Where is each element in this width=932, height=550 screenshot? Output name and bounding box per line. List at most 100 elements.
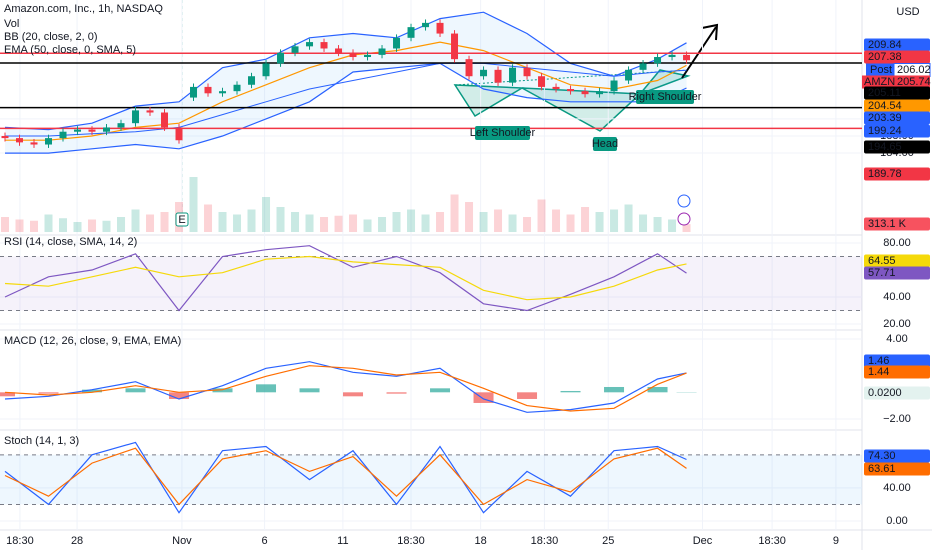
legend-text: Stoch (14, 1, 3)	[4, 435, 79, 447]
legend-text: EMA (50, close, 0, SMA, 5)	[4, 44, 136, 56]
histogram-bar	[517, 392, 538, 399]
price-label: 203.39	[868, 112, 902, 124]
volume-bar	[508, 214, 517, 232]
candle-body	[30, 142, 38, 145]
price-label: 199.24	[868, 125, 902, 137]
price-label-bg	[864, 386, 930, 400]
histogram-bar	[38, 392, 59, 394]
price-label-bg	[864, 167, 930, 181]
price-label: 204.54	[868, 100, 902, 112]
price-label: 189.78	[868, 168, 902, 180]
price-label-bg	[864, 462, 930, 476]
volume-bar	[305, 214, 314, 232]
candle-body	[262, 63, 270, 77]
candle-body	[436, 22, 444, 34]
histogram-bar	[125, 388, 146, 393]
volume-bar	[117, 217, 126, 232]
price-label-bg	[866, 63, 894, 77]
x-tick-label: 18:30	[397, 535, 425, 547]
price-label: 205.11	[868, 87, 901, 99]
candle-body	[103, 127, 111, 132]
volume-bar	[682, 224, 691, 232]
annotation-bg	[475, 126, 530, 140]
volume-bar	[479, 212, 488, 232]
price-label-bg	[864, 354, 930, 368]
volume-bar	[102, 220, 111, 232]
volume-bar	[1, 217, 10, 232]
candle-body	[581, 91, 589, 95]
candle-body	[509, 67, 517, 83]
candle-body	[523, 67, 531, 77]
candle-body	[132, 110, 140, 124]
candle-body	[204, 86, 212, 94]
y-tick-label: 0.00	[886, 515, 907, 527]
event-icon	[677, 194, 691, 208]
legend-text: Amazon.com, Inc., 1h, NASDAQ	[4, 3, 163, 15]
candle-body	[16, 138, 24, 143]
candle-body	[567, 89, 575, 92]
volume-bar	[334, 215, 343, 232]
x-tick-label: 18	[475, 535, 487, 547]
volume-bar	[276, 207, 285, 232]
volume-bar	[537, 199, 546, 232]
histogram-bar	[647, 386, 668, 393]
volume-bar	[73, 222, 82, 232]
histogram-bar	[343, 392, 364, 397]
legend-text: RSI (14, close, SMA, 14, 2)	[4, 236, 137, 248]
histogram-bar	[82, 389, 103, 393]
price-label: 64.55	[868, 255, 896, 267]
volume-bar	[407, 209, 416, 232]
price-label: 57.71	[868, 267, 896, 279]
candle-body	[552, 86, 560, 90]
legend-text: BB (20, close, 2, 0)	[4, 31, 98, 43]
volume-bar	[30, 220, 39, 232]
candle-body	[349, 52, 357, 58]
candle-body	[1, 135, 9, 139]
price-label: 0.0200	[868, 387, 902, 399]
candle-body	[74, 129, 82, 132]
annotation-text: Left Shoulder	[470, 127, 536, 139]
candle-body	[538, 76, 546, 87]
candle-body	[407, 27, 415, 38]
price-label: 207.38	[868, 51, 902, 63]
volume-bar	[624, 204, 633, 232]
arrow-head	[701, 23, 719, 41]
x-tick-label: Dec	[693, 535, 713, 547]
volume-bar	[450, 194, 459, 232]
volume-bar	[552, 209, 561, 232]
volume-bar	[349, 214, 358, 232]
price-label: 1.44	[868, 366, 889, 378]
x-tick-label: 6	[262, 535, 268, 547]
price-label-bg	[862, 75, 930, 89]
annotation-bg	[593, 137, 617, 151]
annotation-text: Right Shoulder	[629, 91, 702, 103]
candle-body	[161, 112, 169, 128]
candle-body	[248, 76, 256, 85]
y-tick-label: 40.00	[883, 291, 911, 303]
legend-text: MACD (12, 26, close, 9, EMA, EMA)	[4, 335, 181, 347]
volume-bar	[262, 197, 271, 232]
candle-body	[451, 33, 459, 60]
candle-body	[393, 37, 401, 49]
volume-bar	[639, 214, 648, 232]
x-tick-label: 18:30	[531, 535, 559, 547]
candle-body	[480, 69, 488, 77]
price-label: 194.65	[868, 141, 902, 153]
y-tick-label: 20.00	[883, 318, 911, 330]
candle-body	[668, 54, 676, 58]
histogram-bar	[256, 384, 277, 393]
y-tick-label: 80.00	[883, 237, 911, 249]
histogram-bar	[0, 392, 16, 397]
candle-body	[233, 84, 241, 92]
earnings-text: E	[178, 214, 185, 226]
histogram-bar	[386, 392, 407, 394]
histogram-bar	[212, 388, 233, 393]
candle-body	[175, 127, 183, 141]
price-label-bg	[864, 217, 930, 231]
volume-bar	[363, 219, 372, 232]
x-tick-label: 18:30	[758, 535, 786, 547]
x-tick-label: 18:30	[6, 535, 34, 547]
line	[4, 361, 687, 413]
candle-body	[335, 48, 343, 53]
